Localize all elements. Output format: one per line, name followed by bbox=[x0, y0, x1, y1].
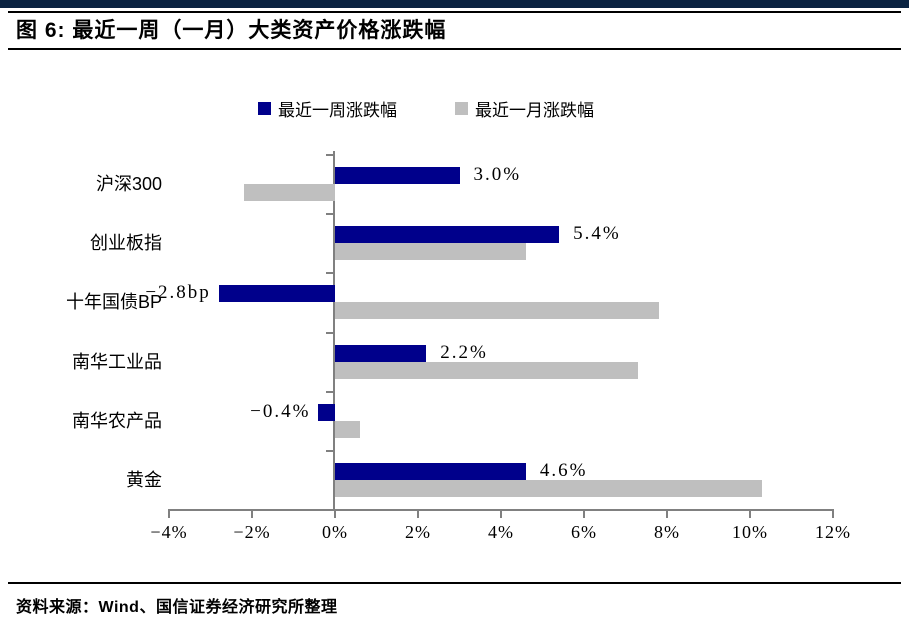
x-axis-tick bbox=[749, 509, 751, 518]
category-label: 沪深300 bbox=[95, 174, 162, 194]
week-bar bbox=[335, 167, 460, 184]
month-bar bbox=[335, 420, 360, 438]
week-bar bbox=[218, 285, 335, 303]
x-tick-label: 10% bbox=[732, 522, 768, 542]
y-axis-tick bbox=[326, 272, 335, 275]
x-axis-tick bbox=[417, 509, 419, 518]
month-series-swatch bbox=[455, 102, 468, 115]
header-rule bbox=[8, 11, 901, 13]
week-bar bbox=[335, 344, 427, 362]
week-series-swatch bbox=[258, 102, 271, 115]
legend-item-week: 最近一周涨跌幅 bbox=[258, 96, 397, 121]
x-tick-label: 4% bbox=[488, 522, 514, 542]
x-tick-label: −2% bbox=[233, 522, 271, 542]
report-accent-band bbox=[0, 0, 909, 8]
y-axis-tick bbox=[326, 213, 335, 216]
x-tick-label: 8% bbox=[654, 522, 680, 542]
y-axis-tick bbox=[326, 390, 335, 393]
x-axis-tick bbox=[251, 509, 253, 518]
bar-value-label: 5.4% bbox=[573, 223, 621, 245]
week-bar bbox=[318, 403, 335, 421]
category-label: 南华工业品 bbox=[72, 351, 162, 372]
month-bar bbox=[243, 184, 335, 201]
x-tick-label: 0% bbox=[322, 522, 348, 542]
title-rule bbox=[8, 48, 901, 50]
x-axis-tick bbox=[168, 509, 170, 518]
bar-value-label: −2.8bp bbox=[145, 282, 211, 304]
legend-label-week: 最近一周涨跌幅 bbox=[278, 101, 397, 120]
month-bar bbox=[335, 479, 763, 497]
bar-value-label: 2.2% bbox=[440, 341, 488, 363]
bar-value-label: 4.6% bbox=[539, 459, 588, 481]
figure-title: 图 6: 最近一周（一月）大类资产价格涨跌幅 bbox=[16, 19, 447, 42]
bar-value-label: −0.4% bbox=[250, 400, 311, 422]
source-note: 资料来源：Wind、国信证券经济研究所整理 bbox=[16, 599, 338, 616]
month-bar bbox=[335, 361, 638, 379]
category-label: 黄金 bbox=[126, 469, 162, 490]
x-axis-tick bbox=[500, 509, 502, 518]
x-axis-tick bbox=[334, 509, 336, 518]
x-tick-label: −4% bbox=[150, 522, 188, 542]
legend-item-month: 最近一月涨跌幅 bbox=[455, 96, 594, 121]
x-tick-label: 12% bbox=[815, 522, 851, 542]
category-label: 南华农产品 bbox=[72, 410, 162, 431]
x-axis-tick bbox=[583, 509, 585, 518]
month-bar bbox=[335, 302, 659, 320]
x-tick-label: 6% bbox=[571, 522, 597, 542]
footer-rule bbox=[8, 582, 901, 584]
x-axis-tick bbox=[666, 509, 668, 518]
chart-legend: 最近一周涨跌幅 最近一月涨跌幅 bbox=[258, 96, 594, 121]
month-bar bbox=[335, 243, 526, 261]
bar-value-label: 3.0% bbox=[473, 164, 522, 185]
y-axis-line bbox=[333, 151, 335, 511]
x-axis-tick bbox=[832, 509, 834, 518]
week-bar bbox=[335, 226, 560, 244]
week-bar bbox=[335, 462, 526, 480]
y-axis-tick bbox=[326, 449, 335, 452]
y-axis-tick bbox=[326, 331, 335, 334]
category-label: 十年国债BP bbox=[65, 292, 162, 313]
x-tick-label: 2% bbox=[405, 522, 431, 542]
category-label: 创业板指 bbox=[90, 233, 162, 254]
legend-label-month: 最近一月涨跌幅 bbox=[475, 101, 594, 120]
y-axis-tick bbox=[326, 154, 335, 156]
